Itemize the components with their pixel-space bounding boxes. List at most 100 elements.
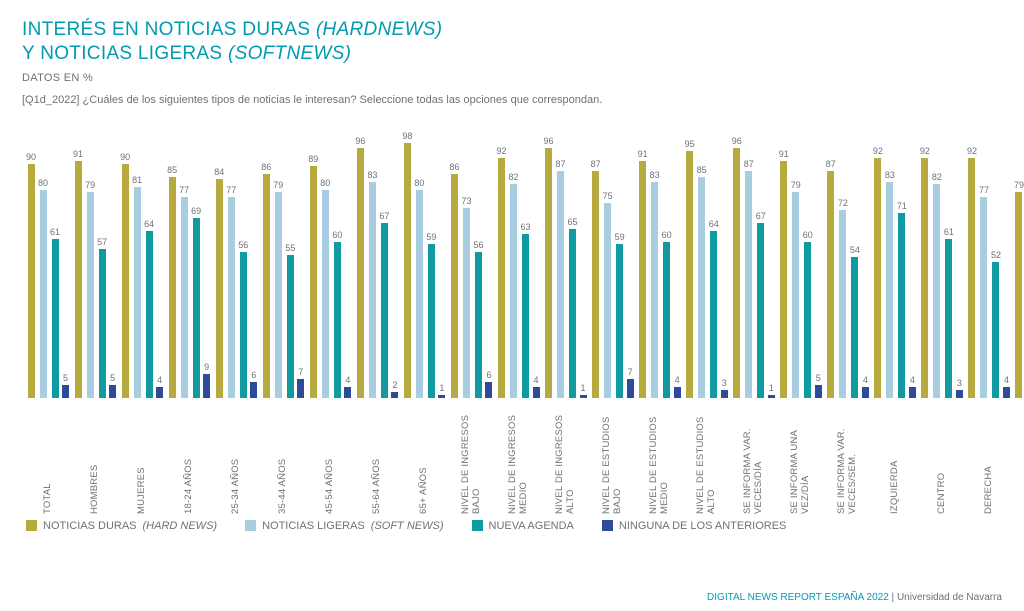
bar-value-label: 87 [556,159,566,169]
chart-group: 9081644MUJERES [120,138,163,514]
bar-value-label: 1 [769,383,774,393]
legend-swatch [26,520,37,531]
bar-wrap: 77 [979,185,989,397]
bar-value-label: 80 [414,178,424,188]
bar [344,387,351,397]
bar-cluster: 9283714 [873,138,916,398]
bar-value-label: 59 [615,232,625,242]
bar [1015,192,1022,397]
bar-wrap: 56 [473,240,483,398]
bar-value-label: 4 [534,375,539,385]
chart-group: 9282634NIVEL DE INGRESOS MEDIO [496,138,539,514]
bar-cluster: 8775597 [591,138,634,398]
bar-wrap: 87 [826,159,836,397]
bar-wrap: 79 [85,180,95,397]
category-label: DERECHA [983,404,994,514]
bar-value-label: 95 [685,139,695,149]
bar-cluster: 9179605 [779,138,822,398]
bar-wrap: 54 [850,245,860,397]
bar-wrap: 72 [838,198,848,397]
chart-group: 857769918-24 AÑOS [167,138,210,514]
bar-wrap: 1 [438,383,445,398]
bar-wrap: 1 [580,383,587,398]
bar-wrap: 91 [779,149,789,398]
bar-wrap: 73 [461,196,471,398]
bar [874,158,881,397]
bar-wrap: 7 [627,367,634,397]
bar [792,192,799,397]
bar [956,390,963,398]
bar [250,382,257,398]
bar-wrap: 7 [297,367,304,397]
bar [109,385,116,398]
chart-title: INTERÉS EN NOTICIAS DURAS (HARDNEWS) Y N… [22,18,1002,66]
bar [698,177,705,398]
bar-wrap: 90 [26,152,36,398]
bar [391,392,398,397]
bar [99,249,106,397]
bar-cluster: 9080615 [26,138,69,398]
bar [898,213,905,398]
bar-cluster: 8577699 [167,138,210,398]
chart-group: 79725012NO SABE [1014,138,1024,514]
bar [968,158,975,397]
bar-wrap: 57 [97,237,107,397]
bar-value-label: 60 [662,230,672,240]
category-label: NIVEL DE INGRESOS MEDIO [507,404,529,514]
bar [604,203,611,398]
chart-group: 968367255-64 AÑOS [355,138,398,514]
bar [557,171,564,397]
bar [921,158,928,397]
bar [275,192,282,397]
bar-value-label: 60 [332,230,342,240]
bar-wrap: 3 [721,378,728,398]
bar-wrap: 79 [791,180,801,397]
bar-wrap: 85 [167,165,177,398]
bar-value-label: 83 [650,170,660,180]
chart-group: 9179605SE INFORMA UNA VEZ/DÍA [779,138,822,514]
bar [592,171,599,397]
bar [322,190,329,398]
bar-cluster: 8772544 [826,138,869,398]
category-label: 35-44 AÑOS [277,404,288,514]
bar [1003,387,1010,397]
bar [522,234,529,398]
bar-cluster: 9081644 [120,138,163,398]
bar [651,182,658,398]
bar-cluster: 95 85643 [685,138,728,398]
bar [815,385,822,398]
chart-group: 867955735-44 AÑOS [261,138,304,514]
bar-wrap: 5 [62,373,69,398]
bar-value-label: 92 [496,146,506,156]
bar-value-label: 67 [379,211,389,221]
bar-value-label: 9 [204,362,209,372]
bar [62,385,69,398]
category-label: 25-34 AÑOS [230,404,241,514]
bar-wrap: 60 [332,230,342,398]
chart-group: 898060445-54 AÑOS [308,138,351,514]
bar-value-label: 72 [838,198,848,208]
bar [310,166,317,397]
bar-wrap: 85 [697,165,707,398]
bar-cluster: 9282613 [920,138,963,398]
bar [369,182,376,398]
bar [639,161,646,398]
bar-value-label: 77 [179,185,189,195]
legend-label-italic: (HARD NEWS) [143,520,218,532]
bar-wrap: 63 [521,222,531,398]
bar-value-label: 92 [967,146,977,156]
bar-value-label: 63 [521,222,531,232]
category-label: NIVEL DE ESTUDIOS BAJO [601,404,623,514]
bar-cluster: 8980604 [308,138,351,398]
bar-wrap: 90 [120,152,130,398]
bar-value-label: 56 [473,240,483,250]
bar-value-label: 4 [345,375,350,385]
bar-value-label: 73 [461,196,471,206]
bar [428,244,435,397]
bar [545,148,552,398]
bar-wrap: 64 [709,219,719,397]
bar [533,387,540,397]
bar-wrap: 3 [956,378,963,398]
bar-wrap: 6 [485,370,492,398]
bar-wrap: 77 [226,185,236,397]
